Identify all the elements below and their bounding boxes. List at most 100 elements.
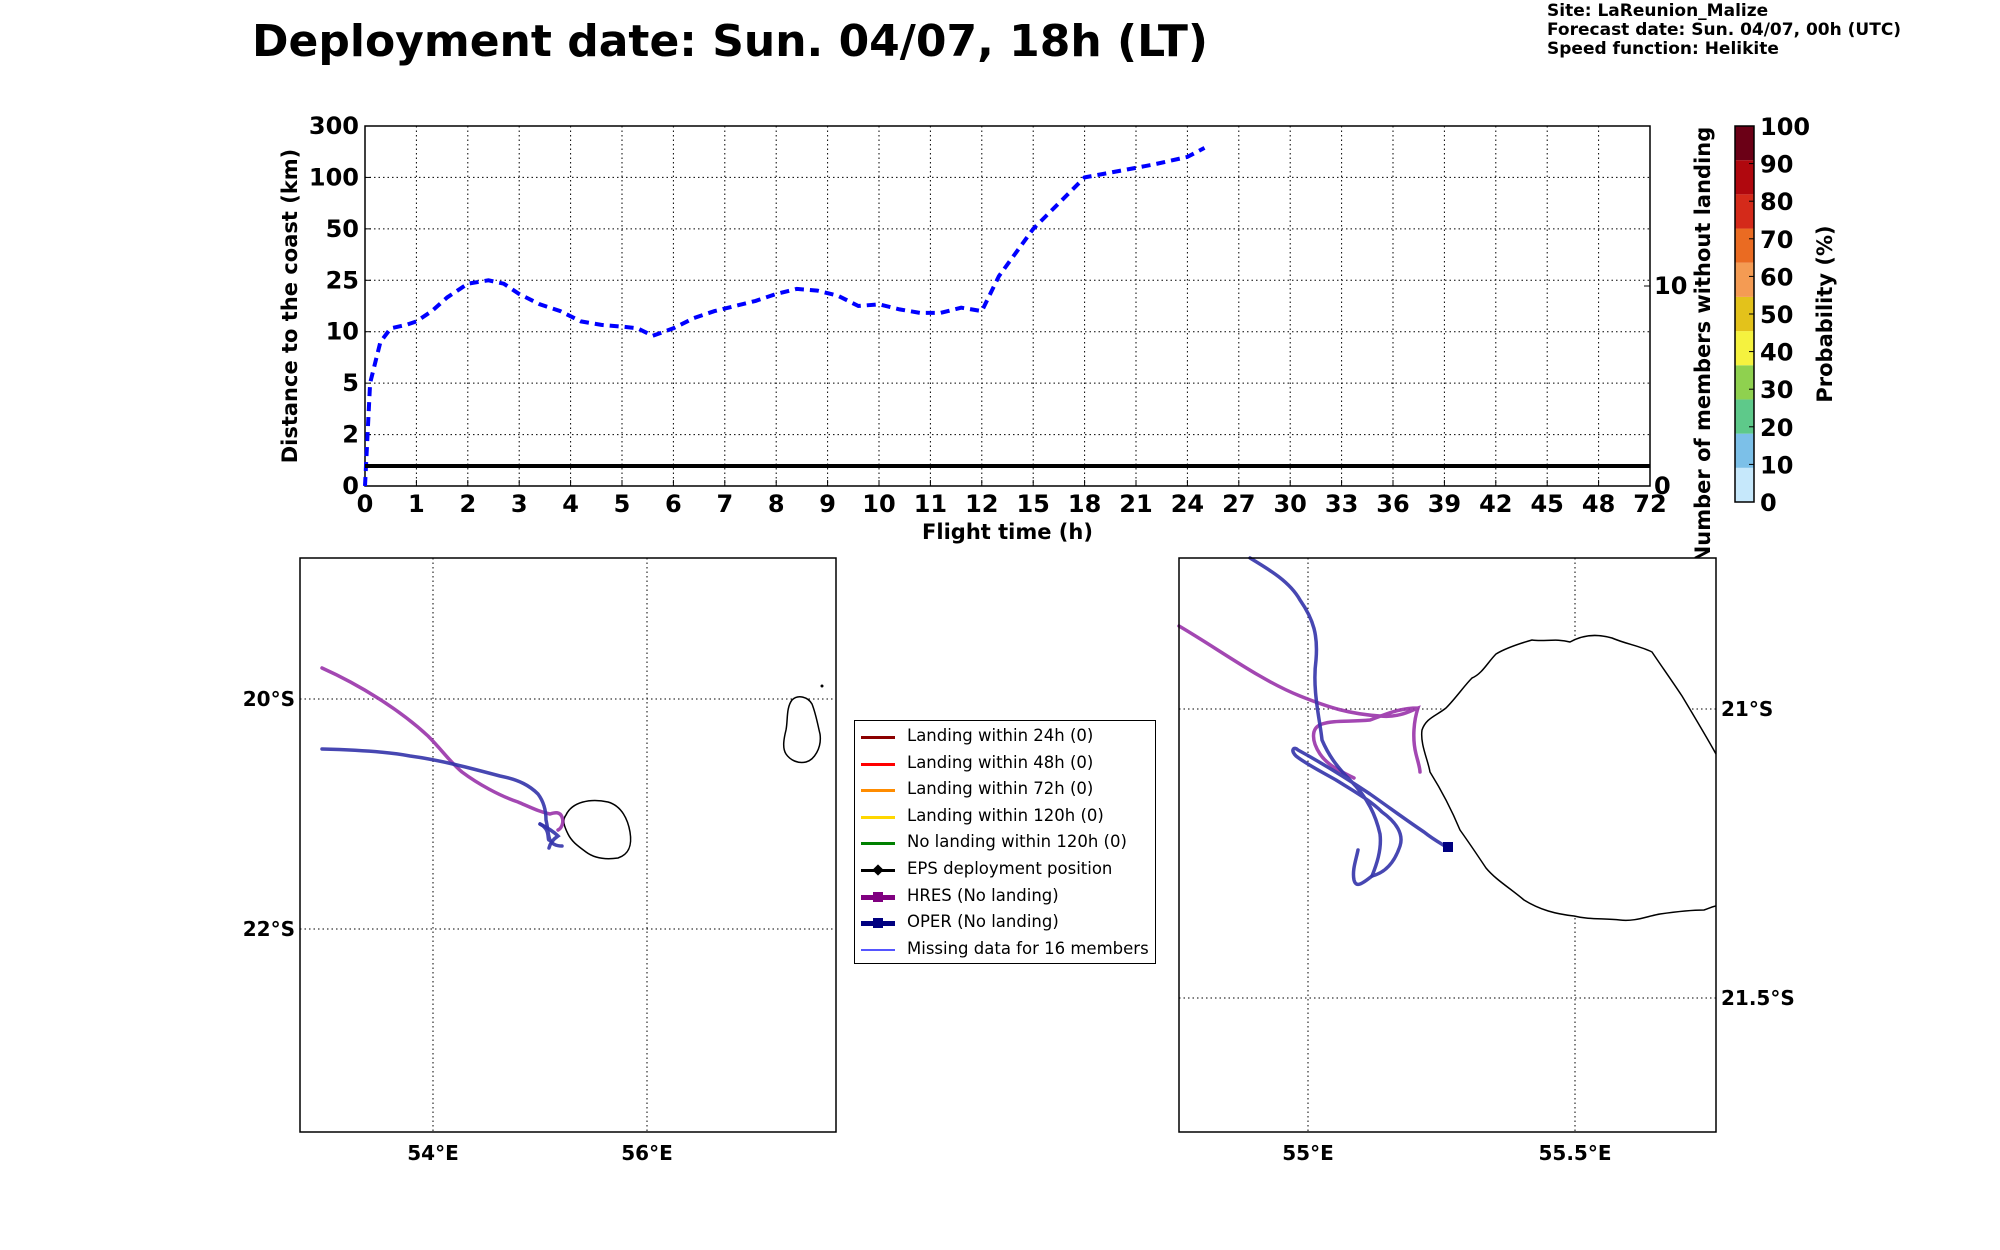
colorbar-segment	[1735, 160, 1754, 195]
x-axis-label: Flight time (h)	[922, 520, 1093, 544]
legend-label: Landing within 72h (0)	[907, 779, 1094, 799]
colorbar-tick-label: 60	[1760, 263, 1793, 291]
colorbar-tick-label: 0	[1760, 489, 1777, 517]
legend-swatch	[861, 842, 895, 846]
legend-swatch	[861, 948, 895, 951]
oper-track-loop	[1351, 848, 1374, 887]
x-tick-label: 10	[862, 490, 895, 518]
legend-swatch	[861, 762, 895, 766]
legend-label: Landing within 24h (0)	[907, 726, 1094, 745]
y-tick-label: 300	[309, 112, 359, 140]
x-tick-label: 33	[1325, 490, 1358, 518]
lon-tick-label: 54°E	[407, 1141, 459, 1165]
oper-track	[1248, 556, 1450, 878]
y2-tick-label: 10	[1654, 272, 1687, 300]
x-tick-label: 48	[1582, 490, 1615, 518]
legend-label: Missing data for 16 members	[907, 938, 1149, 958]
legend-swatch	[861, 789, 895, 793]
legend-item: OPER (No landing)	[855, 910, 1155, 936]
hres-track	[320, 666, 565, 832]
distance-chart: 0 1 2 3 4 5 6 7 8 9 10 11 12 15 18 21 24 27 30 33 36 39 42 45 48…	[278, 112, 1715, 560]
colorbar-segment	[1735, 228, 1754, 263]
hres-track	[1177, 624, 1422, 780]
distance-to-coast-line	[363, 146, 1206, 487]
legend-item: EPS deployment position	[855, 857, 1155, 883]
colorbar-segment	[1735, 126, 1754, 161]
plot-frame	[364, 125, 1651, 487]
x-tick-label: 15	[1016, 490, 1049, 518]
x-tick-label: 42	[1479, 490, 1512, 518]
lon-tick-label: 55.5°E	[1538, 1141, 1611, 1165]
legend-item: Landing within 120h (0)	[855, 804, 1155, 830]
probability-colorbar: 0 10 20 30 40 50 60 70 80 90 100 Probability (%)	[1734, 113, 1837, 517]
x-tick-label: 72	[1633, 490, 1666, 518]
colorbar-segment	[1735, 194, 1754, 229]
site-label: Site: LaReunion_Malize	[1547, 1, 1769, 21]
x-tick-label: 0	[357, 490, 374, 518]
y-tick-label: 0	[342, 472, 359, 500]
colorbar-tick-label: 100	[1760, 113, 1810, 141]
x-tick-label: 1	[408, 490, 425, 518]
map-frame	[1178, 557, 1717, 1133]
colorbar-segment	[1735, 262, 1754, 297]
map-overview: 54°E 56°E 20°S 22°S	[243, 557, 837, 1165]
oper-deployment-marker	[1443, 842, 1453, 852]
colorbar-segment	[1735, 433, 1754, 468]
lon-tick-label: 56°E	[621, 1141, 673, 1165]
forecast-info: Site: LaReunion_Malize Forecast date: Su…	[1547, 2, 1901, 59]
colorbar-tick-label: 90	[1760, 151, 1793, 179]
x-tick-label: 27	[1222, 490, 1255, 518]
x-tick-label: 9	[819, 490, 836, 518]
mauritius-island-outline	[782, 696, 822, 764]
y-tick-label: 5	[342, 369, 359, 397]
x-tick-label: 5	[614, 490, 631, 518]
x-tick-label: 30	[1273, 490, 1306, 518]
legend-label: OPER (No landing)	[907, 912, 1059, 932]
x-tick-label: 3	[511, 490, 528, 518]
map-zoom: 55°E 55.5°E 21°S 21.5°S	[1177, 556, 1795, 1165]
lat-tick-label: 21°S	[1721, 697, 1773, 721]
x-tick-label: 24	[1171, 490, 1204, 518]
colorbar-tick-label: 50	[1760, 301, 1793, 329]
x-tick-label: 36	[1376, 490, 1409, 518]
legend-marker	[873, 891, 883, 902]
map-frame	[299, 557, 837, 1133]
y-tick-label: 2	[342, 421, 359, 449]
x-tick-label: 6	[665, 490, 682, 518]
colorbar-segment	[1735, 365, 1754, 400]
legend-item: Landing within 72h (0)	[855, 777, 1155, 803]
reunion-island-outline	[563, 799, 632, 860]
colorbar-tick-label: 30	[1760, 376, 1793, 404]
colorbar-segment	[1735, 399, 1754, 434]
lat-tick-label: 22°S	[243, 917, 295, 941]
islet-dot	[820, 684, 824, 688]
legend-label: Landing within 48h (0)	[907, 752, 1094, 772]
y2-axis-label: Number of members without landing	[1691, 127, 1715, 560]
colorbar-tick-label: 80	[1760, 188, 1793, 216]
legend-label: HRES (No landing)	[907, 885, 1059, 905]
legend-marker	[873, 918, 883, 929]
colorbar-tick-label: 70	[1760, 226, 1793, 254]
colorbar-segment	[1735, 331, 1754, 366]
reunion-coastline	[1420, 634, 1717, 922]
x-tick-label: 39	[1428, 490, 1461, 518]
legend-swatch	[861, 815, 895, 819]
lat-tick-label: 20°S	[243, 687, 295, 711]
oper-track-end	[538, 822, 561, 850]
forecast-date-label: Forecast date: Sun. 04/07, 00h (UTC)	[1547, 20, 1902, 40]
colorbar-tick-label: 10	[1760, 451, 1793, 479]
legend: Landing within 24h (0) Landing within 48h…	[854, 720, 1156, 964]
lat-tick-label: 21.5°S	[1721, 986, 1795, 1010]
y2-tick-label: 0	[1654, 472, 1671, 500]
x-tick-label: 11	[914, 490, 947, 518]
colorbar-label: Probability (%)	[1813, 225, 1837, 402]
y-tick-label: 100	[309, 163, 359, 191]
x-tick-label: 4	[562, 490, 579, 518]
speed-function-label: Speed function: Helikite	[1547, 39, 1779, 59]
legend-item: Missing data for 16 members	[855, 937, 1155, 963]
legend-swatch	[861, 736, 895, 739]
colorbar-segment	[1735, 296, 1754, 332]
x-tick-label: 12	[965, 490, 998, 518]
y-tick-label: 25	[326, 266, 359, 294]
